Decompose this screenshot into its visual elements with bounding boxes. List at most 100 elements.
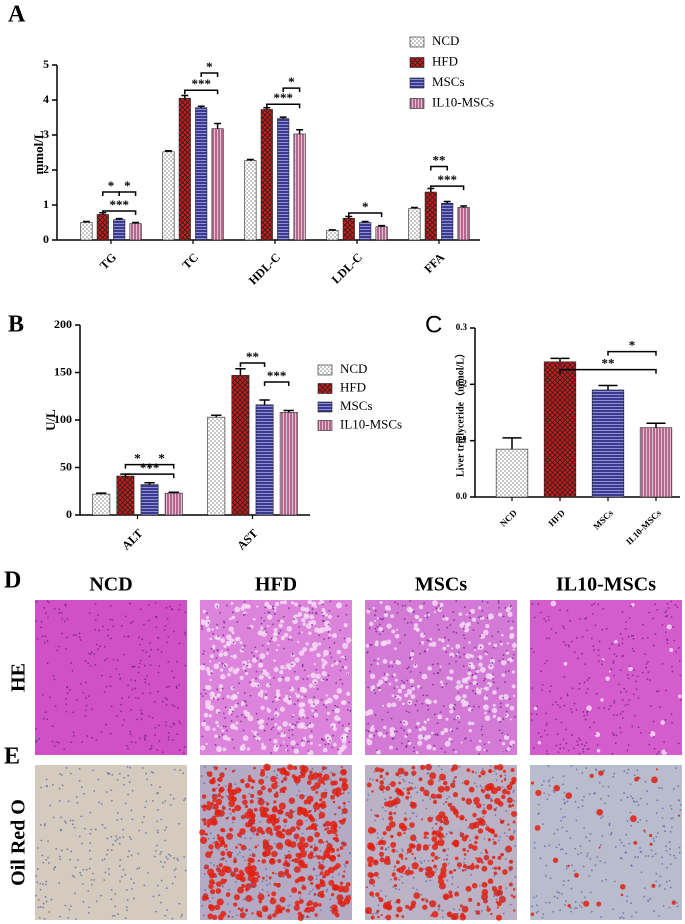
tissue-texture	[658, 787, 660, 789]
tissue-texture	[337, 749, 339, 751]
tissue-texture	[64, 604, 66, 606]
tissue-texture	[399, 776, 401, 778]
tissue-texture	[217, 849, 219, 851]
tissue-texture	[651, 777, 658, 784]
tissue-texture	[43, 903, 45, 905]
tissue-texture	[72, 875, 74, 877]
tissue-texture	[557, 704, 559, 706]
tissue-texture	[374, 642, 378, 646]
tissue-texture	[586, 855, 588, 857]
tissue-texture	[661, 863, 663, 865]
tissue-texture	[458, 867, 460, 869]
tissue-texture	[230, 655, 232, 657]
column-header: HFD	[255, 574, 297, 596]
tissue-texture	[348, 801, 350, 803]
tissue-texture	[309, 648, 313, 652]
tissue-texture	[343, 806, 345, 808]
tissue-texture	[563, 641, 565, 643]
tissue-texture	[671, 808, 673, 810]
micrograph	[199, 764, 352, 921]
tissue-texture	[368, 845, 373, 850]
x-tick-label: MSCs	[591, 507, 615, 531]
tissue-texture	[579, 618, 581, 620]
tissue-texture	[127, 899, 129, 901]
tissue-texture	[480, 667, 486, 673]
tissue-texture	[568, 880, 570, 882]
tissue-texture	[295, 879, 300, 884]
tissue-texture	[260, 660, 262, 662]
tissue-texture	[374, 614, 376, 616]
tissue-texture	[48, 911, 50, 913]
tissue-texture	[321, 869, 323, 871]
tissue-texture	[225, 768, 227, 770]
tissue-texture	[464, 858, 466, 860]
tissue-texture	[622, 611, 624, 613]
tissue-texture	[492, 690, 497, 695]
tissue-texture	[61, 849, 63, 851]
tissue-texture	[273, 739, 278, 744]
tissue-texture	[387, 623, 392, 628]
tissue-texture	[376, 862, 378, 864]
tissue-texture	[305, 642, 308, 645]
tissue-texture	[425, 808, 427, 810]
tissue-texture	[379, 618, 381, 620]
tissue-texture	[291, 664, 293, 666]
tissue-texture	[156, 749, 158, 751]
tissue-texture	[223, 652, 228, 657]
tissue-texture	[261, 743, 264, 746]
tissue-texture	[254, 808, 258, 812]
tissue-texture	[600, 844, 602, 846]
tissue-texture	[508, 866, 513, 871]
tissue-texture	[636, 801, 638, 803]
tissue-texture	[268, 718, 270, 720]
tissue-texture	[232, 711, 234, 713]
tissue-texture	[649, 834, 652, 837]
tissue-texture	[509, 805, 511, 807]
tissue-texture	[409, 702, 411, 704]
tissue-texture	[456, 655, 458, 657]
tissue-texture	[283, 732, 285, 734]
tissue-texture	[541, 784, 543, 786]
tissue-texture	[248, 793, 250, 795]
tissue-texture	[474, 647, 476, 649]
tissue-texture	[205, 864, 207, 866]
tissue-texture	[548, 794, 550, 796]
tissue-texture	[538, 741, 541, 744]
tissue-texture	[378, 627, 383, 632]
tissue-texture	[587, 679, 589, 681]
tissue-texture	[564, 662, 568, 666]
tissue-texture	[437, 796, 439, 798]
panel-label: C	[425, 311, 442, 338]
tissue-texture	[59, 858, 61, 860]
tissue-texture	[133, 882, 135, 884]
tissue-texture	[111, 898, 113, 900]
tissue-texture	[470, 683, 472, 685]
tissue-texture	[460, 832, 462, 834]
tissue-texture	[84, 715, 86, 717]
tissue-texture	[262, 645, 264, 647]
tissue-texture	[276, 745, 278, 747]
tissue-texture	[229, 707, 231, 709]
tissue-texture	[559, 909, 561, 911]
tissue-texture	[323, 739, 325, 741]
tissue-texture	[632, 648, 634, 650]
tissue-texture	[627, 796, 629, 798]
tissue-texture	[444, 637, 446, 639]
tissue-texture	[100, 895, 102, 897]
tissue-texture	[220, 668, 223, 671]
tissue-texture	[223, 620, 225, 622]
tissue-texture	[243, 817, 245, 819]
tissue-texture	[311, 709, 314, 712]
tissue-texture	[203, 663, 205, 665]
tissue-texture	[468, 721, 472, 725]
tissue-texture	[324, 885, 326, 887]
tissue-texture	[457, 913, 459, 915]
tissue-texture	[298, 827, 300, 829]
tissue-texture	[514, 845, 516, 847]
tissue-texture	[307, 780, 312, 785]
tissue-texture	[579, 739, 581, 741]
tissue-texture	[140, 709, 142, 711]
tissue-texture	[394, 791, 396, 793]
tissue-texture	[212, 788, 216, 792]
tissue-texture	[43, 718, 45, 720]
